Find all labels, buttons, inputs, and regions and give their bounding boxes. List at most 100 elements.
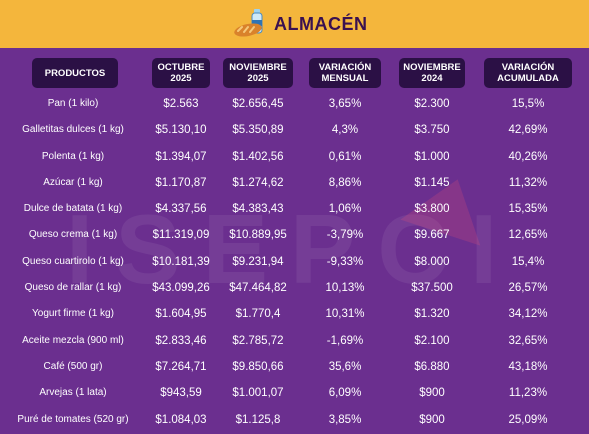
price-oct-2025: $943,59 xyxy=(160,387,202,400)
accumulated-variation: 11,23% xyxy=(508,387,548,400)
product-name: Polenta (1 kg) xyxy=(41,150,105,162)
price-nov-2025: $47.464,82 xyxy=(229,282,287,295)
table-row: Queso cuartirolo (1 kg) $10.181,39 $9.23… xyxy=(0,249,589,275)
table-row: Arvejas (1 lata) $943,59 $1.001,07 6,09%… xyxy=(0,380,589,406)
table-row: Pan (1 kilo) $2.563 $2.656,45 3,65% $2.3… xyxy=(0,91,589,117)
product-name: Puré de tomates (520 gr) xyxy=(17,413,129,425)
monthly-variation: 10,31% xyxy=(325,308,365,321)
product-name: Yogurt firme (1 kg) xyxy=(32,308,114,320)
accumulated-variation: 25,09% xyxy=(508,413,548,426)
monthly-variation: -9,33% xyxy=(326,255,364,268)
price-nov-2025: $9.850,66 xyxy=(232,360,284,373)
price-table: Pan (1 kilo) $2.563 $2.656,45 3,65% $2.3… xyxy=(0,91,589,433)
product-name: Galletitas dulces (1 kg) xyxy=(22,124,124,136)
price-oct-2025: $43.099,26 xyxy=(152,282,210,295)
monthly-variation: 0,61% xyxy=(328,150,362,163)
price-nov-2024: $2.100 xyxy=(414,334,450,347)
price-oct-2025: $7.264,71 xyxy=(155,360,207,373)
accumulated-variation: 15,35% xyxy=(508,203,548,216)
monthly-variation: 35,6% xyxy=(328,360,362,373)
accumulated-variation: 12,65% xyxy=(508,229,548,242)
table-row: Azúcar (1 kg) $1.170,87 $1.274,62 8,86% … xyxy=(0,170,589,196)
price-nov-2025: $9.231,94 xyxy=(232,255,284,268)
price-nov-2024: $8.000 xyxy=(414,255,450,268)
table-row: Café (500 gr) $7.264,71 $9.850,66 35,6% … xyxy=(0,354,589,380)
price-nov-2025: $1.402,56 xyxy=(232,150,284,163)
price-nov-2024: $9.667 xyxy=(414,229,450,242)
column-header-variacion-mensual: VARIACIÓN MENSUAL xyxy=(309,58,381,88)
price-nov-2024: $1.320 xyxy=(414,308,450,321)
header-title-group: ALMACÉN xyxy=(232,7,368,41)
table-row: Polenta (1 kg) $1.394,07 $1.402,56 0,61%… xyxy=(0,144,589,170)
accumulated-variation: 15,4% xyxy=(511,255,545,268)
price-oct-2025: $1.084,03 xyxy=(155,413,207,426)
column-header-variacion-acumulada: VARIACIÓN ACUMULADA xyxy=(484,58,572,88)
monthly-variation: 8,86% xyxy=(328,176,362,189)
grocery-bread-bottle-icon xyxy=(234,9,263,37)
price-nov-2025: $1.274,62 xyxy=(232,176,284,189)
price-oct-2025: $2.833,46 xyxy=(155,334,207,347)
product-name: Aceite mezcla (900 ml) xyxy=(22,334,124,346)
monthly-variation: 1,06% xyxy=(328,203,362,216)
accumulated-variation: 40,26% xyxy=(508,150,548,163)
price-nov-2025: $5.350,89 xyxy=(232,124,284,137)
price-nov-2024: $6.880 xyxy=(414,360,450,373)
table-row: Queso de rallar (1 kg) $43.099,26 $47.46… xyxy=(0,275,589,301)
product-name: Queso cuartirolo (1 kg) xyxy=(22,255,124,267)
monthly-variation: 6,09% xyxy=(328,387,362,400)
price-oct-2025: $11.319,09 xyxy=(152,229,210,242)
accumulated-variation: 11,32% xyxy=(508,176,548,189)
price-oct-2025: $5.130,10 xyxy=(155,124,207,137)
price-oct-2025: $1.170,87 xyxy=(155,176,207,189)
product-name: Queso de rallar (1 kg) xyxy=(24,282,122,294)
accumulated-variation: 34,12% xyxy=(508,308,548,321)
column-header-productos: PRODUCTOS xyxy=(32,58,118,88)
product-name: Dulce de batata (1 kg) xyxy=(23,203,123,215)
price-nov-2024: $900 xyxy=(419,413,445,426)
table-row: Aceite mezcla (900 ml) $2.833,46 $2.785,… xyxy=(0,328,589,354)
accumulated-variation: 43,18% xyxy=(508,360,548,373)
column-header-noviembre-2024: NOVIEMBRE 2024 xyxy=(399,58,465,88)
accumulated-variation: 15,5% xyxy=(511,98,545,110)
monthly-variation: 3,85% xyxy=(328,413,362,426)
product-name: Pan (1 kilo) xyxy=(47,98,99,109)
product-name: Azúcar (1 kg) xyxy=(43,176,103,188)
price-nov-2024: $37.500 xyxy=(411,282,453,295)
product-name: Arvejas (1 lata) xyxy=(39,387,107,399)
accumulated-variation: 32,65% xyxy=(508,334,548,347)
column-header-noviembre-2025: NOVIEMBRE 2025 xyxy=(223,58,293,88)
price-nov-2025: $4.383,43 xyxy=(232,203,284,216)
price-nov-2024: $1.145 xyxy=(414,176,450,189)
price-nov-2025: $2.656,45 xyxy=(232,98,284,110)
monthly-variation: 4,3% xyxy=(331,124,359,137)
price-oct-2025: $1.394,07 xyxy=(155,150,207,163)
price-nov-2025: $10.889,95 xyxy=(229,229,287,242)
price-nov-2025: $1.001,07 xyxy=(232,387,284,400)
accumulated-variation: 42,69% xyxy=(508,124,548,137)
accumulated-variation: 26,57% xyxy=(508,282,548,295)
price-nov-2024: $3.750 xyxy=(414,124,450,137)
table-row: Puré de tomates (520 gr) $1.084,03 $1.12… xyxy=(0,407,589,433)
price-oct-2025: $1.604,95 xyxy=(155,308,207,321)
monthly-variation: -3,79% xyxy=(326,229,364,242)
column-header-octubre-2025: OCTUBRE 2025 xyxy=(152,58,210,88)
price-nov-2024: $1.000 xyxy=(414,150,450,163)
table-row: Yogurt firme (1 kg) $1.604,95 $1.770,4 1… xyxy=(0,301,589,327)
monthly-variation: 10,13% xyxy=(325,282,365,295)
price-nov-2024: $3.800 xyxy=(414,203,450,216)
price-nov-2024: $2.300 xyxy=(414,98,450,110)
header-banner: ALMACÉN xyxy=(0,0,589,48)
monthly-variation: -1,69% xyxy=(326,334,364,347)
monthly-variation: 3,65% xyxy=(328,98,362,110)
price-oct-2025: $2.563 xyxy=(163,98,199,110)
price-oct-2025: $4.337,56 xyxy=(155,203,207,216)
product-name: Café (500 gr) xyxy=(43,360,103,372)
table-row: Queso crema (1 kg) $11.319,09 $10.889,95… xyxy=(0,222,589,248)
table-row: Galletitas dulces (1 kg) $5.130,10 $5.35… xyxy=(0,117,589,143)
price-nov-2024: $900 xyxy=(419,387,445,400)
price-nov-2025: $2.785,72 xyxy=(232,334,284,347)
price-nov-2025: $1.770,4 xyxy=(235,308,281,321)
watermark-logo: ISEPCI xyxy=(66,194,520,304)
table-row: Dulce de batata (1 kg) $4.337,56 $4.383,… xyxy=(0,196,589,222)
product-name: Queso crema (1 kg) xyxy=(28,229,118,241)
